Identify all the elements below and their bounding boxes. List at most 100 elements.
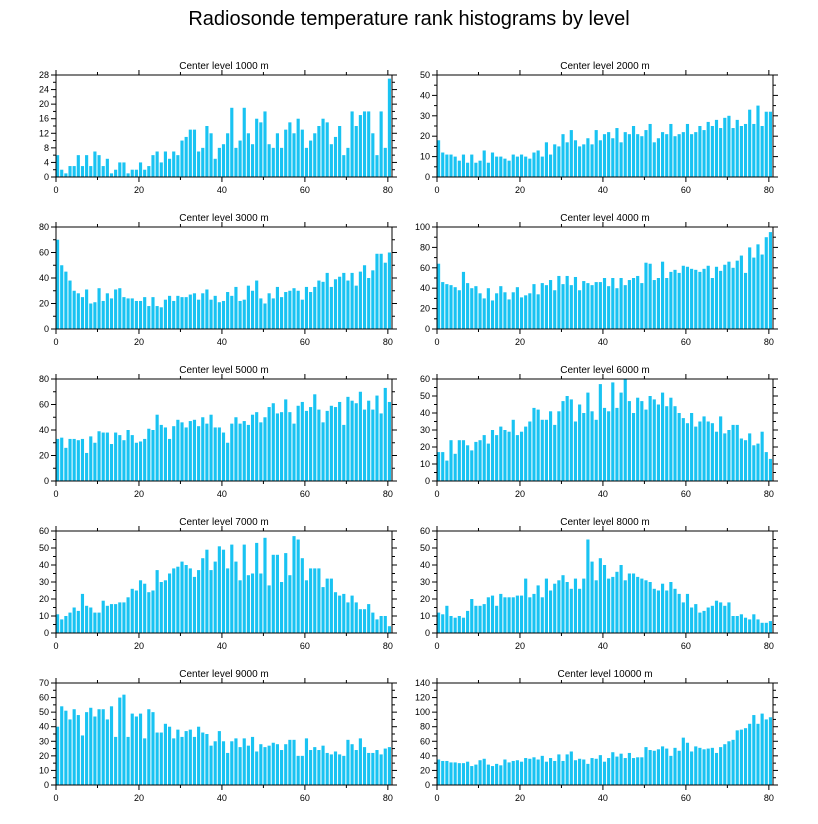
panel-1-bar [213, 158, 217, 177]
panel-7-bar [163, 580, 167, 633]
panel-10-bar [569, 751, 573, 785]
panel-5-title: Center level 5000 m [179, 365, 269, 376]
panel-5-bar [354, 403, 358, 481]
panel-5-bar [180, 422, 184, 481]
panel-1-bar [64, 173, 68, 177]
panel-1-ytick-label: 24 [39, 85, 49, 95]
panel-8-bar [690, 607, 694, 633]
panel-2-bar [656, 138, 660, 177]
panel-3-bar [197, 299, 201, 329]
panel-9-ytick-label: 30 [39, 736, 49, 746]
panel-4-bar [437, 263, 441, 329]
panel-10-bar [437, 759, 441, 785]
panel-5-bar [288, 412, 292, 481]
panel-2-bar [752, 123, 756, 177]
panel-8-bar [743, 617, 748, 633]
panel-6-bar [735, 424, 739, 481]
panel-7-bar [76, 610, 80, 633]
panel-4-bar [573, 276, 578, 329]
panel-10-bar [470, 766, 474, 785]
panel-9-title: Center level 9000 m [179, 669, 269, 680]
panel-8-bar [665, 590, 669, 633]
panel-1-bar [205, 126, 209, 177]
panel-10-bar [731, 739, 735, 785]
panel-6-bar [569, 399, 573, 481]
panel-8-bar [644, 580, 648, 633]
panel-9-bar [238, 747, 242, 785]
panel-1-bar [217, 147, 221, 177]
panel-4-bar [661, 261, 665, 329]
panel-6-xtick-label: 80 [764, 489, 774, 499]
panel-9-bar [213, 741, 217, 785]
panel-3-ytick-label: 40 [39, 273, 49, 283]
panel-4-bar [723, 264, 727, 329]
panel-6-ytick-label: 10 [420, 459, 430, 469]
panel-6-ytick-label: 20 [420, 442, 430, 452]
panel-6-bar [482, 435, 486, 481]
panel-10-bar [578, 758, 582, 785]
panel-5-bar [217, 427, 221, 481]
panel-9-bar [205, 734, 209, 785]
panel-5-bar [300, 401, 304, 481]
panel-2-bar [474, 162, 478, 177]
panel-2-bar [665, 134, 669, 177]
panel-6-bar [748, 433, 752, 481]
panel-1-bar [379, 111, 383, 177]
panel-4-xtick-label: 20 [515, 337, 525, 347]
panel-3-bar [118, 288, 122, 329]
panel-7-ytick-label: 60 [39, 526, 49, 536]
panel-7-bar [130, 588, 134, 633]
panel-9-bar [180, 736, 184, 785]
panel-4-bar [623, 285, 627, 329]
panel-9-bar [155, 732, 159, 785]
panel-6-bar [490, 430, 495, 481]
panel-2-bar [482, 150, 486, 177]
panel-5-bar [168, 438, 172, 481]
panel-1-bar [304, 147, 309, 177]
panel-1-bar [80, 166, 85, 177]
panel-5-bar [130, 435, 134, 481]
panel-7-bar [176, 566, 180, 633]
panel-9-bar [147, 709, 151, 785]
panel-8-bar [764, 622, 768, 633]
panel-4-bar [665, 278, 669, 329]
panel-3-bar [213, 295, 217, 329]
panel-8-bar [437, 612, 441, 633]
panel-7-bar [205, 549, 209, 633]
panel-4-bar [739, 255, 743, 329]
panel-2-bar [519, 154, 524, 177]
panel-1-bar [313, 133, 317, 177]
panel-10-bar [702, 749, 706, 785]
panel-9-bar [292, 739, 296, 785]
panel-6-bar [648, 396, 652, 481]
panel-6-bar [615, 407, 619, 481]
panel-9-bar [76, 715, 80, 785]
panel-5-xtick-label: 80 [383, 489, 393, 499]
panel-10-bar [490, 766, 495, 785]
panel-2-bar [441, 152, 445, 177]
panel-6-bar [752, 445, 756, 481]
panel-1-bar [333, 136, 338, 177]
panel-6-bar [694, 426, 698, 481]
panel-1-title: Center level 1000 m [179, 61, 269, 72]
panel-8-bar [499, 593, 503, 633]
panel-1-bar [126, 173, 130, 177]
panel-3-bar [358, 271, 362, 330]
panel-10-bar [739, 729, 743, 785]
panel-7-bar [379, 616, 383, 633]
panel-2-bar [507, 160, 511, 177]
panel-3-bar [221, 300, 226, 329]
panel-4-bar [619, 278, 623, 329]
panel-4-bar [768, 232, 772, 329]
panel-1-bar [255, 118, 259, 177]
panel-3-bar [176, 295, 180, 329]
panel-8-bar [515, 595, 519, 633]
panel-7-bar [362, 609, 367, 633]
panel-2-bar [631, 126, 636, 177]
panel-10-bar [445, 760, 449, 785]
panel-2-bar [748, 109, 752, 177]
panel-5-bar [93, 442, 97, 481]
panel-4-xtick-label: 40 [598, 337, 608, 347]
panel-1-bar [362, 111, 367, 177]
panel-10-bar [536, 759, 540, 785]
